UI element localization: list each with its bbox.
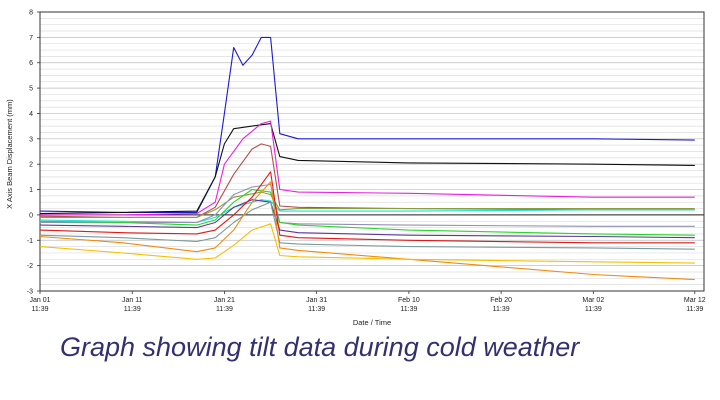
x-tick-time: 11:39 <box>216 306 233 313</box>
x-tick-time: 11:39 <box>308 306 325 313</box>
series-line-7 <box>40 183 695 227</box>
series-line-12 <box>39 181 695 281</box>
chart-grid <box>40 11 704 292</box>
y-tick-label: -3 <box>27 289 33 296</box>
y-tick-label: 6 <box>29 60 33 67</box>
y-tick-label: 4 <box>29 111 33 118</box>
series-line-6 <box>39 199 695 224</box>
x-tick-time: 11:39 <box>585 306 602 313</box>
x-tick-time: 11:39 <box>493 306 510 313</box>
x-tick-label: Feb 10 <box>398 297 420 304</box>
chart-caption: Graph showing tilt data during cold weat… <box>60 332 580 362</box>
series-line-2 <box>39 123 695 215</box>
series-line-4 <box>39 143 695 218</box>
series-line-10 <box>39 171 695 244</box>
y-tick-label: 1 <box>29 187 33 194</box>
y-tick-label: 5 <box>29 86 33 93</box>
x-tick-label: Jan 31 <box>306 297 327 304</box>
series-line-13 <box>39 223 695 264</box>
y-tick-label: -1 <box>27 238 33 245</box>
x-tick-label: Jan 11 <box>122 297 143 304</box>
y-tick-label: 0 <box>29 212 33 219</box>
x-axis-label: Date / Time <box>353 318 391 327</box>
series-line-9 <box>39 199 695 239</box>
x-tick-label: Feb 20 <box>490 297 512 304</box>
x-tick-label: Mar 02 <box>582 297 604 304</box>
y-tick-label: 2 <box>29 162 33 169</box>
y-tick-label: 3 <box>29 136 33 143</box>
x-tick-time: 11:39 <box>686 306 703 313</box>
y-axis-label: X Axis Beam Displacement (mm) <box>5 99 14 209</box>
y-tick-label: 8 <box>29 10 33 17</box>
series-line-11 <box>39 201 695 250</box>
x-tick-time: 11:39 <box>124 306 141 313</box>
series-line-3 <box>40 120 695 216</box>
x-axis-ticks: Jan 01 11:39 Jan 11 11:39 Jan 21 11:39 Jan 31 1… <box>29 291 706 313</box>
x-tick-label: Jan 21 <box>214 297 235 304</box>
series-line-1 <box>39 36 695 213</box>
series-line-8 <box>39 188 695 236</box>
y-axis-ticks: -3 -2 -1 0 1 2 3 4 5 6 7 8 <box>27 10 40 296</box>
plot-border <box>39 11 705 292</box>
x-tick-label: Jan 01 <box>29 297 50 304</box>
y-tick-label: 7 <box>29 35 33 42</box>
x-tick-time: 11:39 <box>400 306 417 313</box>
x-tick-time: 11:39 <box>32 306 49 313</box>
x-tick-label: Mar 12 <box>684 297 706 304</box>
chart-series <box>39 36 695 281</box>
series-line-5 <box>40 191 695 218</box>
y-tick-label: -2 <box>27 263 33 270</box>
